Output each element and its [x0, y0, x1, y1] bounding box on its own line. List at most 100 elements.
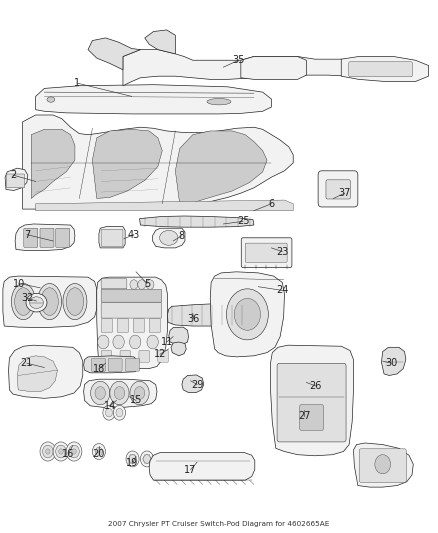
Circle shape	[103, 405, 115, 420]
Circle shape	[130, 335, 141, 349]
Polygon shape	[5, 168, 28, 190]
Circle shape	[113, 405, 126, 420]
Polygon shape	[210, 272, 285, 357]
Ellipse shape	[11, 284, 35, 320]
FancyBboxPatch shape	[149, 319, 160, 333]
Circle shape	[114, 386, 125, 399]
Polygon shape	[271, 345, 353, 456]
Polygon shape	[92, 130, 162, 198]
FancyBboxPatch shape	[7, 174, 25, 188]
Ellipse shape	[159, 230, 178, 245]
Text: 24: 24	[276, 286, 289, 295]
Text: 37: 37	[339, 188, 351, 198]
FancyBboxPatch shape	[117, 319, 128, 333]
Polygon shape	[35, 200, 293, 211]
Text: 20: 20	[93, 449, 105, 458]
Ellipse shape	[41, 288, 58, 316]
Ellipse shape	[63, 284, 87, 320]
Text: 25: 25	[237, 216, 249, 227]
Circle shape	[106, 408, 113, 417]
Circle shape	[46, 449, 50, 454]
Polygon shape	[145, 30, 175, 54]
Circle shape	[134, 386, 145, 399]
Circle shape	[95, 386, 106, 399]
Circle shape	[144, 455, 150, 463]
FancyBboxPatch shape	[101, 303, 162, 318]
FancyBboxPatch shape	[126, 359, 140, 371]
Circle shape	[53, 442, 69, 461]
Circle shape	[129, 455, 136, 463]
Polygon shape	[97, 277, 167, 368]
Polygon shape	[17, 356, 57, 391]
Polygon shape	[9, 345, 83, 398]
FancyBboxPatch shape	[359, 449, 406, 482]
FancyBboxPatch shape	[326, 180, 350, 199]
Text: 2007 Chrysler PT Cruiser Switch-Pod Diagram for 4602665AE: 2007 Chrysler PT Cruiser Switch-Pod Diag…	[108, 521, 330, 527]
Circle shape	[91, 381, 110, 405]
FancyBboxPatch shape	[133, 319, 145, 333]
Polygon shape	[3, 276, 97, 328]
FancyBboxPatch shape	[24, 228, 38, 247]
FancyBboxPatch shape	[108, 359, 122, 371]
Ellipse shape	[14, 288, 32, 316]
Circle shape	[116, 408, 123, 417]
Text: 27: 27	[298, 411, 311, 422]
Text: 35: 35	[233, 55, 245, 65]
FancyBboxPatch shape	[300, 405, 323, 430]
Text: 32: 32	[21, 293, 34, 303]
FancyBboxPatch shape	[241, 238, 292, 268]
FancyBboxPatch shape	[101, 289, 162, 302]
FancyBboxPatch shape	[139, 351, 149, 362]
Ellipse shape	[38, 284, 62, 320]
FancyBboxPatch shape	[277, 364, 346, 442]
Ellipse shape	[47, 97, 55, 102]
Text: 6: 6	[268, 199, 275, 209]
Ellipse shape	[29, 297, 43, 309]
FancyBboxPatch shape	[92, 359, 106, 371]
Polygon shape	[140, 216, 254, 227]
Text: 16: 16	[62, 449, 74, 458]
Polygon shape	[84, 356, 138, 373]
FancyBboxPatch shape	[349, 62, 413, 77]
Polygon shape	[35, 85, 272, 114]
Text: 29: 29	[191, 379, 203, 390]
Polygon shape	[169, 327, 188, 344]
Circle shape	[40, 442, 56, 461]
Circle shape	[66, 442, 82, 461]
Circle shape	[130, 381, 149, 405]
Circle shape	[42, 445, 53, 458]
Text: 5: 5	[144, 279, 150, 288]
Polygon shape	[152, 228, 185, 248]
Circle shape	[95, 447, 102, 456]
Circle shape	[234, 298, 261, 330]
FancyBboxPatch shape	[56, 228, 70, 247]
Circle shape	[72, 449, 76, 454]
FancyBboxPatch shape	[245, 243, 287, 262]
Polygon shape	[31, 130, 75, 198]
Polygon shape	[84, 379, 157, 407]
Circle shape	[126, 451, 139, 467]
Polygon shape	[123, 50, 416, 86]
Circle shape	[147, 335, 158, 349]
Circle shape	[98, 335, 109, 349]
Circle shape	[146, 280, 154, 289]
Polygon shape	[88, 38, 141, 70]
Text: 12: 12	[154, 349, 166, 359]
FancyBboxPatch shape	[101, 279, 127, 289]
Polygon shape	[22, 115, 293, 209]
Text: 21: 21	[21, 358, 33, 368]
Text: 19: 19	[127, 458, 139, 468]
Polygon shape	[175, 131, 267, 204]
Ellipse shape	[207, 99, 231, 105]
Circle shape	[110, 381, 129, 405]
Circle shape	[113, 335, 124, 349]
Text: 26: 26	[310, 381, 322, 391]
FancyBboxPatch shape	[318, 171, 358, 207]
Circle shape	[375, 455, 391, 474]
Polygon shape	[341, 56, 428, 82]
Circle shape	[56, 445, 66, 458]
Circle shape	[130, 280, 138, 289]
FancyBboxPatch shape	[40, 228, 54, 247]
Polygon shape	[241, 56, 306, 79]
Text: 15: 15	[130, 395, 142, 406]
